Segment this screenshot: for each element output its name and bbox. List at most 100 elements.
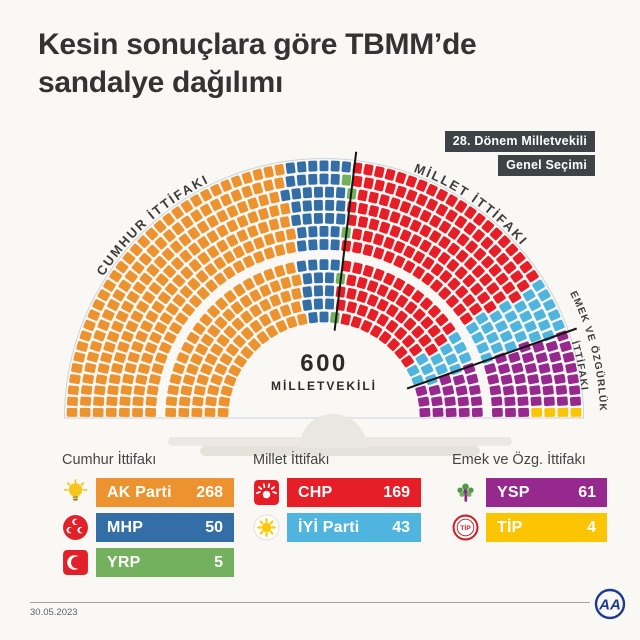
seat — [360, 320, 373, 333]
seat — [324, 272, 335, 284]
seat — [230, 189, 243, 202]
seat — [132, 396, 144, 407]
election-badge-line1: 28. Dönem Milletvekili — [444, 131, 595, 152]
seat — [126, 291, 140, 304]
seat — [191, 407, 203, 418]
seat — [226, 234, 239, 247]
seat — [129, 243, 143, 257]
seat — [139, 272, 153, 286]
seat — [215, 297, 228, 311]
seat — [402, 283, 415, 297]
seat — [472, 265, 485, 278]
seat — [236, 229, 249, 242]
seat — [285, 228, 297, 241]
seat — [207, 385, 220, 396]
seat — [93, 330, 106, 342]
seat — [169, 373, 182, 385]
seat — [420, 316, 434, 330]
seat — [469, 303, 482, 316]
seat — [319, 173, 329, 185]
seat — [223, 250, 236, 264]
seat — [216, 224, 229, 238]
seat — [200, 188, 213, 202]
seat — [455, 249, 469, 263]
seat — [302, 200, 313, 212]
seat — [66, 407, 78, 417]
seat — [197, 236, 210, 249]
seat — [440, 343, 453, 356]
seat — [445, 407, 457, 418]
seat — [87, 309, 101, 321]
seat — [109, 270, 122, 283]
seat — [210, 198, 222, 212]
seat — [514, 373, 526, 385]
tip-logo-icon: TİP — [452, 514, 479, 541]
seat — [484, 363, 497, 375]
seat — [257, 221, 269, 234]
seat — [554, 373, 566, 385]
seat — [454, 266, 468, 280]
seat — [253, 236, 265, 250]
seat — [483, 301, 497, 314]
seat — [417, 396, 430, 407]
chp-logo-icon — [253, 479, 280, 506]
seat — [504, 396, 516, 407]
svg-text:AA: AA — [598, 597, 621, 614]
aa-logo: AA — [593, 587, 627, 621]
seat — [280, 202, 291, 215]
seat — [330, 173, 340, 185]
seat — [498, 363, 510, 375]
seat — [330, 160, 340, 172]
seat — [448, 332, 462, 345]
seat — [175, 312, 189, 325]
seat — [399, 215, 412, 228]
seat — [145, 227, 159, 241]
legend-row-akparti: AK Parti 268 — [62, 478, 234, 507]
seat — [424, 343, 438, 356]
seat — [362, 265, 374, 278]
seat — [97, 319, 110, 331]
seat — [302, 187, 313, 199]
seat — [455, 385, 468, 396]
seat — [351, 228, 363, 241]
seat — [384, 168, 396, 181]
seat — [171, 257, 184, 270]
akparti-bar: AK Parti 268 — [96, 478, 234, 507]
seat — [428, 385, 441, 396]
seat — [280, 304, 292, 317]
seat — [386, 289, 399, 302]
tip-seats: 4 — [587, 518, 596, 536]
seat — [319, 311, 329, 323]
seat — [378, 331, 392, 344]
seat — [335, 200, 346, 212]
seat — [241, 171, 253, 184]
seat — [432, 407, 444, 418]
seat — [180, 200, 193, 213]
seat — [504, 341, 517, 353]
seat — [419, 209, 432, 223]
seat — [514, 330, 527, 343]
seat — [373, 268, 385, 281]
seat — [291, 188, 302, 200]
seat — [200, 363, 213, 375]
seat — [179, 249, 193, 263]
seat — [386, 304, 399, 318]
seat — [93, 396, 105, 407]
seat — [473, 248, 487, 261]
seat — [226, 343, 239, 357]
seat — [535, 352, 548, 364]
seat — [324, 285, 335, 297]
seat — [296, 161, 307, 173]
seat — [82, 373, 94, 385]
seat — [330, 259, 340, 271]
seat — [103, 279, 116, 292]
seat — [186, 363, 199, 375]
seat — [399, 229, 412, 242]
seat — [181, 215, 194, 229]
seat — [435, 363, 448, 375]
seat — [401, 355, 414, 368]
seat — [94, 385, 106, 396]
yrp-logo-icon — [62, 549, 89, 576]
seat — [479, 273, 493, 287]
seat — [439, 270, 453, 283]
